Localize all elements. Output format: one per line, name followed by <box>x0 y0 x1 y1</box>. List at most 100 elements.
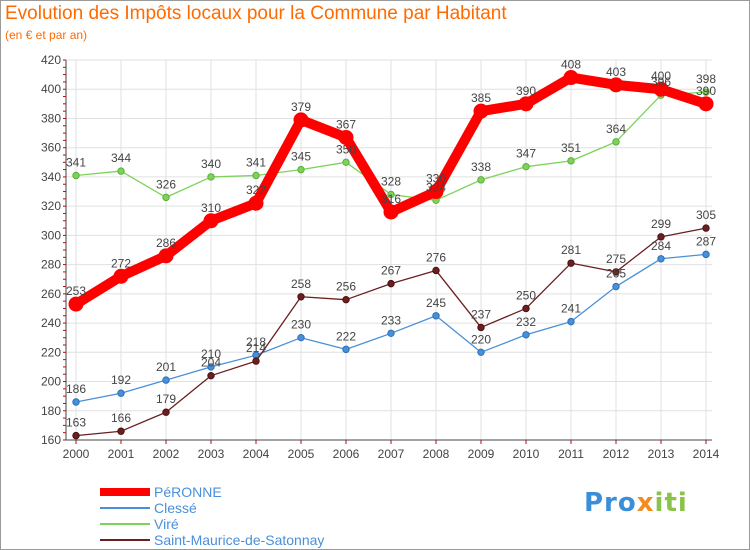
data-point-vire <box>342 158 350 167</box>
data-label-vire: 396 <box>651 75 671 89</box>
data-point-peronne <box>518 96 534 112</box>
x-tick-label: 2000 <box>63 447 90 461</box>
data-label-vire: 350 <box>336 142 356 156</box>
data-point-vire <box>207 173 215 181</box>
x-tick-label: 2008 <box>423 447 450 461</box>
data-point-peronne <box>293 112 309 128</box>
x-tick-label: 2013 <box>648 447 675 461</box>
data-point-saint-maurice <box>432 266 440 275</box>
data-label-peronne: 385 <box>471 91 491 105</box>
data-label-vire: 328 <box>381 174 401 188</box>
data-label-saint-maurice: 214 <box>246 341 266 355</box>
data-label-clesse: 284 <box>651 239 671 253</box>
data-point-saint-maurice <box>117 427 125 435</box>
data-label-saint-maurice: 258 <box>291 277 311 291</box>
data-point-clesse <box>612 282 620 291</box>
data-label-peronne: 253 <box>66 284 86 298</box>
data-label-clesse: 265 <box>606 267 626 281</box>
y-tick-label: 260 <box>41 287 61 301</box>
data-point-peronne <box>428 184 444 200</box>
data-point-clesse <box>162 376 170 384</box>
chart-subtitle: (en € et par an) <box>5 28 88 42</box>
data-point-peronne <box>383 204 399 220</box>
data-label-peronne: 390 <box>516 84 536 98</box>
data-label-clesse: 287 <box>696 234 716 248</box>
legend-label-saint-maurice: Saint-Maurice-de-Satonnay <box>154 532 325 548</box>
data-point-peronne <box>473 103 489 119</box>
data-label-vire: 338 <box>471 160 491 174</box>
data-point-saint-maurice <box>162 408 170 416</box>
y-tick-label: 420 <box>41 53 61 67</box>
x-tick-label: 2010 <box>513 447 540 461</box>
y-tick-label: 200 <box>41 375 61 389</box>
data-point-saint-maurice <box>522 304 530 313</box>
data-point-saint-maurice <box>387 279 395 288</box>
data-label-clesse: 201 <box>156 360 176 374</box>
data-label-clesse: 220 <box>471 332 491 346</box>
x-tick-label: 2002 <box>153 447 180 461</box>
data-label-peronne: 403 <box>606 65 626 79</box>
data-point-saint-maurice <box>207 371 215 380</box>
data-point-vire <box>387 190 395 199</box>
data-label-vire: 326 <box>156 177 176 191</box>
data-label-clesse: 222 <box>336 329 356 343</box>
y-tick-label: 160 <box>41 433 61 447</box>
data-point-vire <box>522 162 530 171</box>
legend-swatch-clesse <box>100 507 150 509</box>
data-point-vire <box>297 165 305 174</box>
y-tick-label: 180 <box>41 404 61 418</box>
x-tick-label: 2001 <box>108 447 135 461</box>
legend-item-vire: Viré <box>100 516 400 532</box>
data-label-saint-maurice: 275 <box>606 252 626 266</box>
data-point-vire <box>117 167 125 175</box>
data-label-peronne: 322 <box>246 183 266 197</box>
data-label-clesse: 186 <box>66 382 86 396</box>
data-point-peronne <box>68 296 84 312</box>
data-label-saint-maurice: 256 <box>336 280 356 294</box>
x-tick-label: 2012 <box>603 447 630 461</box>
x-tick-label: 2003 <box>198 447 225 461</box>
data-point-clesse <box>477 348 485 357</box>
data-label-vire: 364 <box>606 122 626 136</box>
legend: PéRONNE Clessé Viré Saint-Maurice-de-Sat… <box>100 484 400 548</box>
x-tick-label: 2011 <box>558 447 584 461</box>
proxiti-logo: Proxiti <box>584 488 688 518</box>
data-point-clesse <box>432 312 440 320</box>
data-label-clesse: 210 <box>201 347 221 361</box>
data-point-vire <box>477 176 485 184</box>
data-point-saint-maurice <box>702 224 710 232</box>
data-point-peronne <box>203 213 219 229</box>
y-tick-label: 320 <box>41 199 61 213</box>
data-point-clesse <box>207 363 215 371</box>
data-point-saint-maurice <box>72 431 80 440</box>
data-label-peronne: 330 <box>426 172 446 186</box>
data-point-vire <box>162 193 170 202</box>
data-point-vire <box>72 171 80 180</box>
y-tick-label: 300 <box>41 228 61 242</box>
legend-label-peronne: PéRONNE <box>154 484 222 500</box>
data-point-clesse <box>342 345 350 354</box>
data-point-clesse <box>657 255 665 263</box>
data-label-saint-maurice: 281 <box>561 243 581 257</box>
data-label-vire: 341 <box>66 155 86 169</box>
data-point-clesse <box>117 389 125 397</box>
data-point-saint-maurice <box>657 233 665 241</box>
y-tick-label: 240 <box>41 316 61 330</box>
data-label-clesse: 218 <box>246 335 266 349</box>
data-label-peronne: 316 <box>381 192 401 206</box>
y-tick-label: 360 <box>41 141 61 155</box>
data-label-vire: 324 <box>426 180 446 194</box>
data-point-clesse <box>297 333 305 342</box>
data-label-clesse: 245 <box>426 296 446 310</box>
data-label-clesse: 230 <box>291 318 311 332</box>
x-tick-label: 2007 <box>378 447 405 461</box>
data-label-peronne: 310 <box>201 201 221 215</box>
data-label-saint-maurice: 179 <box>156 392 176 406</box>
data-point-peronne <box>563 70 579 86</box>
data-label-saint-maurice: 204 <box>201 356 221 370</box>
data-label-vire: 344 <box>111 151 131 165</box>
data-point-peronne <box>698 96 714 112</box>
data-label-peronne: 379 <box>291 100 311 114</box>
data-label-peronne: 286 <box>156 236 176 250</box>
